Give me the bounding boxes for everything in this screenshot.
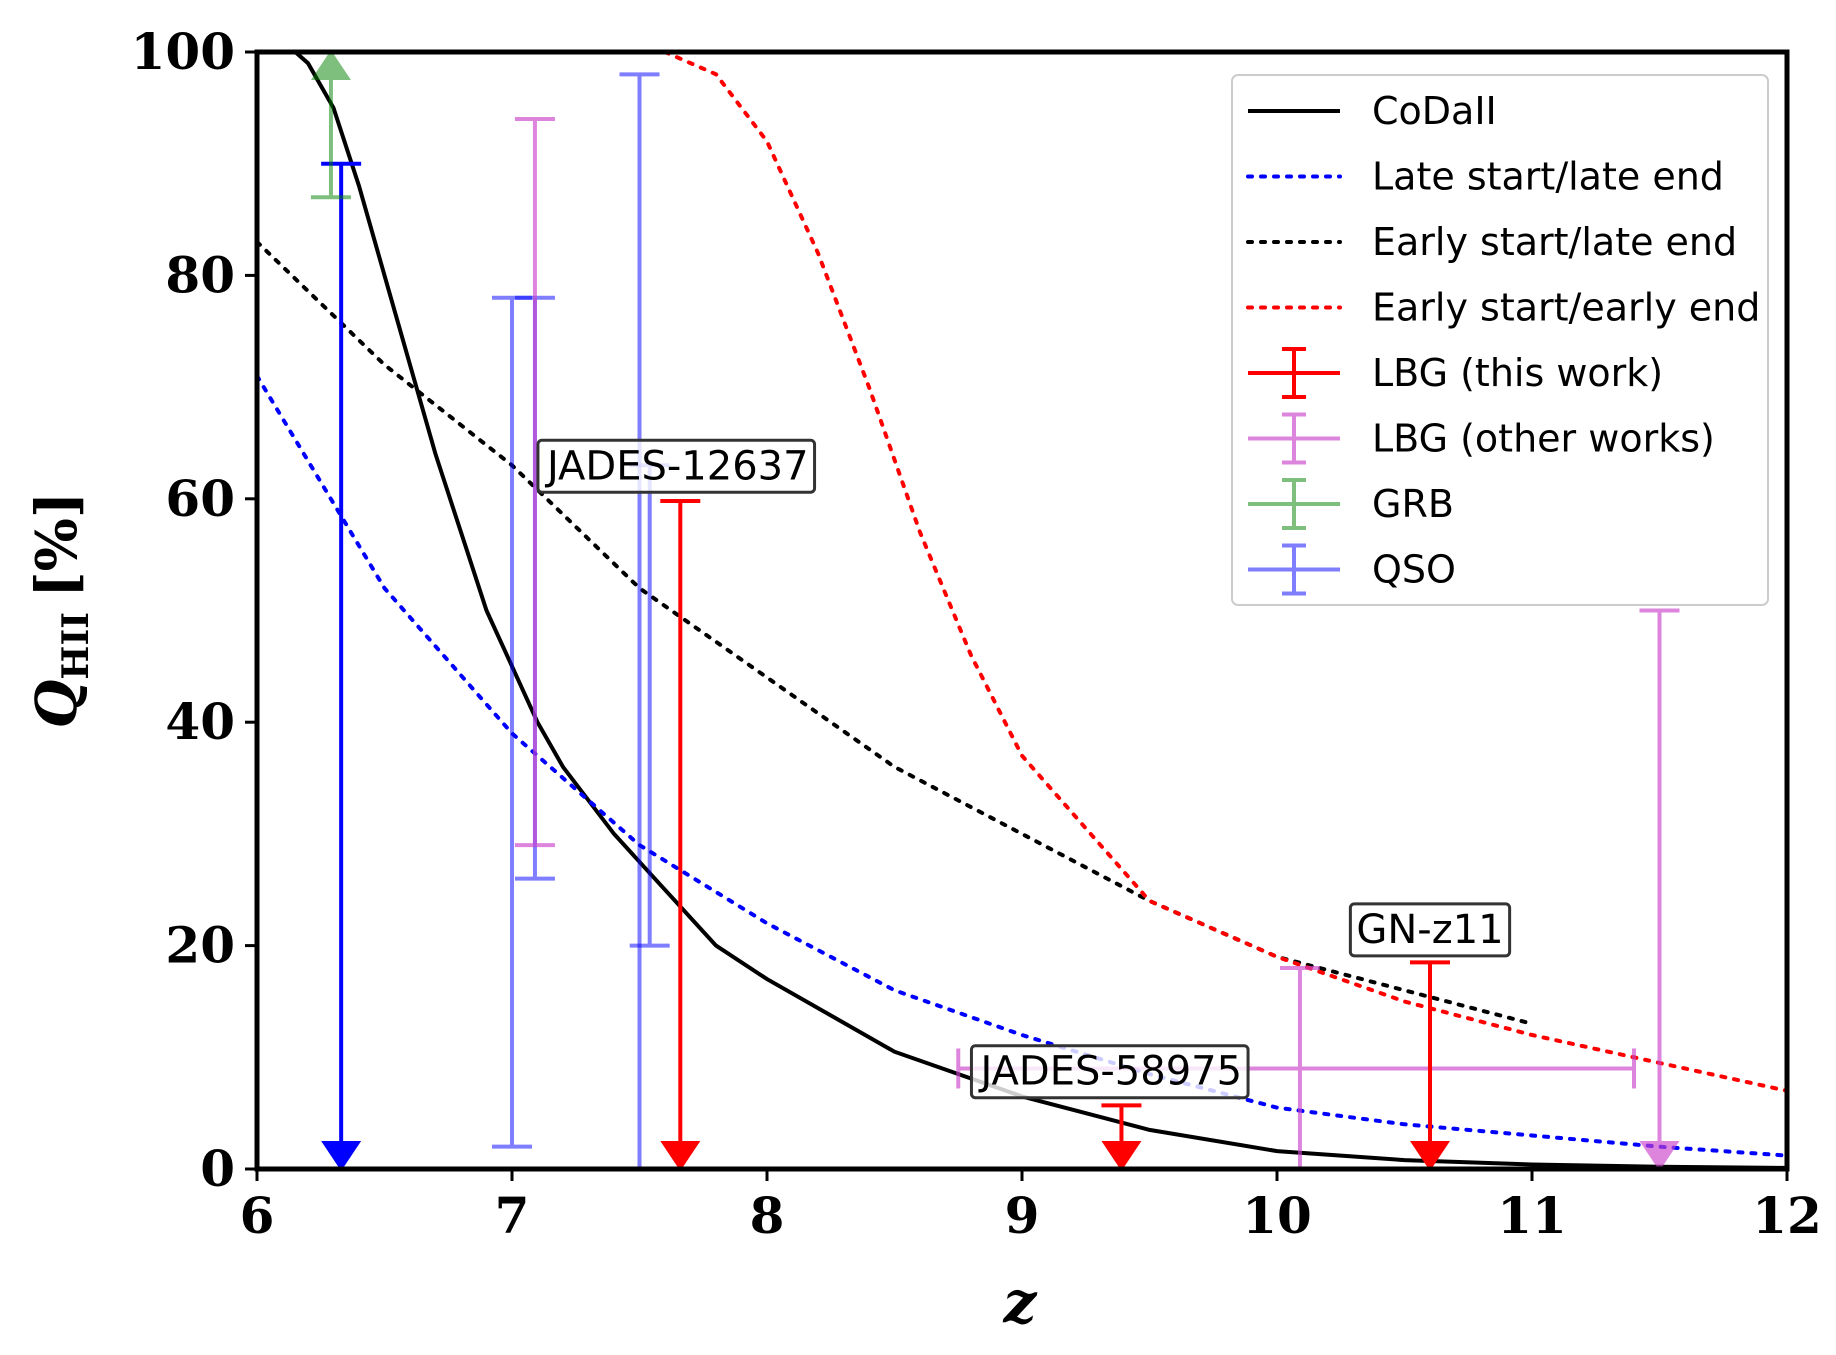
legend-label: QSO (1372, 548, 1456, 592)
y-tick-label: 40 (165, 692, 235, 751)
legend-item: Early start/early end (1246, 286, 1760, 330)
annotation-text: JADES-58975 (977, 1049, 1242, 1095)
data-point-lbg-this-work- (660, 499, 701, 1171)
data-point-qso (629, 463, 670, 948)
plot-frame (254, 49, 1790, 1172)
x-tick-label: 12 (1752, 1186, 1822, 1245)
legend-item: Early start/late end (1246, 220, 1737, 264)
y-tick-label: 0 (200, 1139, 235, 1198)
annotation-text: JADES-12637 (544, 443, 809, 489)
limit-arrow (321, 1141, 362, 1171)
x-axis-label: z (1003, 1268, 1038, 1336)
data-point-lbg-this-work- (1410, 960, 1450, 1171)
annotation-box (1348, 902, 1512, 958)
x-tick-label: 10 (1242, 1186, 1312, 1245)
legend-label: GRB (1372, 482, 1454, 526)
x-tick-label: 11 (1497, 1186, 1567, 1245)
tick-labels: 6 7 8 9 10 11 12 0 20 40 60 80 100 (131, 22, 1822, 1245)
legend-label: LBG (this work) (1372, 351, 1663, 395)
data-point-qso (492, 295, 532, 1149)
data-point-lbg-other-works- (514, 117, 555, 848)
legend-item: LBG (this work) (1248, 347, 1663, 399)
annotation-text: GN-z11 (1356, 907, 1503, 953)
x-tick-label: 9 (1005, 1186, 1040, 1245)
data-point-qso (321, 161, 362, 1171)
observations (310, 50, 1680, 1171)
legend-item: CoDaII (1248, 89, 1497, 133)
legend-swatch-errorbar (1248, 412, 1340, 465)
data-point-grb (310, 50, 351, 200)
annotation-label: JADES-58975 (969, 1044, 1250, 1100)
legend-label: CoDaII (1372, 89, 1497, 133)
limit-arrow (1410, 1141, 1450, 1171)
legend-label: Late start/late end (1372, 155, 1724, 199)
y-tick-label: 20 (165, 916, 235, 975)
legend-label: Early start/early end (1372, 286, 1760, 330)
limit-arrow (1639, 1141, 1680, 1171)
x-tick-label: 6 (240, 1186, 275, 1245)
legend-swatch-errorbar (1248, 347, 1340, 399)
limit-arrow (660, 1141, 701, 1171)
data-point-lbg-this-work- (1101, 1103, 1142, 1171)
y-axis-label-unit: [%] (24, 492, 90, 598)
limit-arrow (310, 50, 351, 80)
legend-swatch-errorbar (1248, 478, 1340, 530)
y-tick-label: 60 (165, 469, 235, 528)
annotation-box (969, 1044, 1250, 1100)
y-axis-label-subscript: HII (55, 612, 97, 680)
legend-label: Early start/late end (1372, 220, 1737, 264)
legend-swatch-errorbar (1248, 543, 1340, 596)
annotation-label: GN-z11 (1348, 902, 1512, 958)
y-tick-label: 100 (131, 22, 235, 81)
legend-box (1231, 74, 1769, 606)
y-axis-label: QHII [%] (24, 492, 97, 729)
y-tick-label: 80 (165, 245, 235, 304)
legend: CoDaII Late start/late end Early start/lat… (1231, 74, 1769, 606)
svg-text:QHII[%]: QHII [%] (24, 492, 97, 729)
limit-arrow (1101, 1141, 1142, 1171)
series-line-codaii (257, 52, 1787, 1169)
legend-item: QSO (1248, 543, 1456, 596)
annotations: JADES-12637 GN-z11 JADES-58975 (536, 438, 1512, 1100)
legend-item: Late start/late end (1246, 155, 1724, 199)
data-point-qso (619, 72, 660, 1169)
legend-item: GRB (1248, 478, 1454, 530)
annotation-label: JADES-12637 (536, 438, 817, 494)
series-line-early-start-early-end (663, 52, 1787, 1093)
annotation-box (536, 438, 817, 494)
legend-item: LBG (other works) (1248, 412, 1715, 465)
x-tick-label: 8 (750, 1186, 785, 1245)
y-axis-label-main: Q (24, 680, 90, 729)
legend-label: LBG (other works) (1372, 417, 1715, 461)
data-point-lbg-other-works- (1639, 608, 1680, 1171)
x-tick-label: 7 (495, 1186, 530, 1245)
